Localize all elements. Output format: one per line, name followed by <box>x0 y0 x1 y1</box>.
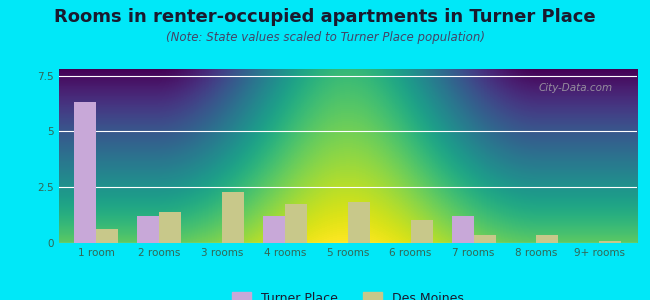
Bar <box>96 229 118 243</box>
Bar <box>137 216 159 243</box>
Bar <box>473 235 495 243</box>
Bar <box>285 204 307 243</box>
Text: (Note: State values scaled to Turner Place population): (Note: State values scaled to Turner Pla… <box>166 32 484 44</box>
Bar <box>74 103 96 243</box>
Text: City-Data.com: City-Data.com <box>539 83 613 93</box>
Bar <box>348 202 370 243</box>
Bar <box>411 220 433 243</box>
Legend: Turner Place, Des Moines: Turner Place, Des Moines <box>227 287 469 300</box>
Bar <box>263 216 285 243</box>
Bar <box>452 216 473 243</box>
Bar <box>536 235 558 243</box>
Bar <box>222 192 244 243</box>
Text: Rooms in renter-occupied apartments in Turner Place: Rooms in renter-occupied apartments in T… <box>54 8 596 26</box>
Bar <box>599 241 621 243</box>
Bar <box>159 212 181 243</box>
